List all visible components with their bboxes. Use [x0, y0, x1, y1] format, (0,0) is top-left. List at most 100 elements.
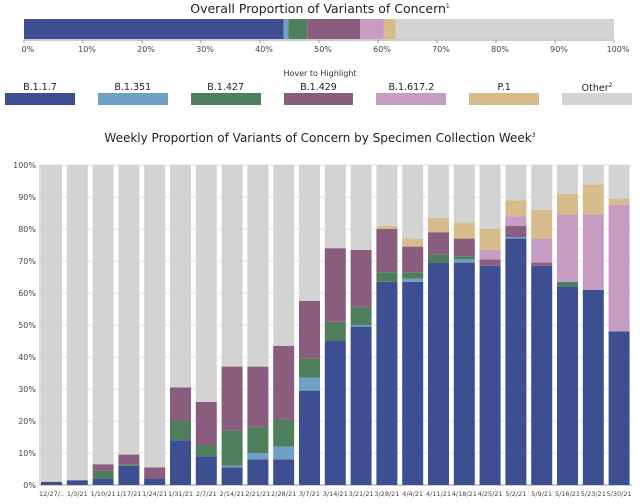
bar-segment-p-1[interactable] [479, 229, 501, 250]
week-bar[interactable] [505, 165, 527, 485]
bar-segment-b-1-429[interactable] [324, 248, 346, 322]
bar-segment-other[interactable] [479, 165, 501, 229]
bar-segment-other[interactable] [247, 165, 269, 367]
bar-segment-b-1-427[interactable] [299, 358, 320, 378]
bar-segment-b-1-429[interactable] [144, 467, 166, 479]
bar-segment-b-1-427[interactable] [92, 470, 114, 479]
legend-item-b-1-617-2[interactable]: B.1.617.2 [376, 82, 447, 106]
bar-segment-b-1-1-7[interactable] [557, 286, 578, 485]
bar-segment-b-1-429[interactable] [479, 259, 501, 266]
week-bar[interactable] [608, 165, 630, 485]
bar-segment-other[interactable] [170, 165, 191, 388]
bar-segment-other[interactable] [402, 165, 424, 239]
bar-segment-b-1-429[interactable] [118, 454, 140, 465]
bar-segment-b-1-427[interactable] [324, 321, 346, 341]
week-bar[interactable] [428, 165, 449, 485]
week-bar[interactable] [324, 165, 346, 485]
bar-segment-b-1-1-7[interactable] [531, 265, 553, 485]
bar-segment-b-1-429[interactable] [92, 464, 114, 471]
bar-segment-b-1-1-7[interactable] [582, 289, 604, 485]
bar-segment-p-1[interactable] [505, 200, 527, 217]
week-bar[interactable] [350, 165, 372, 485]
bar-segment-other[interactable] [221, 165, 243, 367]
bar-segment-other[interactable] [608, 165, 630, 199]
bar-segment-p-1[interactable] [453, 222, 475, 239]
bar-segment-other[interactable] [505, 165, 527, 201]
week-bar[interactable] [170, 165, 191, 485]
legend-item-b-1-427[interactable]: B.1.427 [190, 82, 261, 106]
legend-item-p-1[interactable]: P.1 [469, 82, 540, 106]
bar-segment-b-1-351[interactable] [299, 377, 320, 391]
bar-segment-b-1-429[interactable] [273, 345, 295, 420]
bar-segment-b-1-617-2[interactable] [557, 214, 578, 282]
overall-segment-b-1-1-7[interactable] [24, 19, 284, 39]
bar-segment-b-1-1-7[interactable] [505, 238, 527, 485]
bar-segment-other[interactable] [582, 165, 604, 185]
bar-segment-b-1-429[interactable] [505, 225, 527, 237]
bar-segment-b-1-617-2[interactable] [531, 238, 553, 263]
bar-segment-b-1-351[interactable] [247, 453, 269, 460]
bar-segment-b-1-429[interactable] [247, 366, 269, 428]
overall-segment-other[interactable] [395, 19, 614, 39]
bar-segment-b-1-429[interactable] [402, 246, 424, 273]
bar-segment-b-1-617-2[interactable] [505, 216, 527, 226]
bar-segment-b-1-427[interactable] [350, 307, 372, 325]
bar-segment-b-1-427[interactable] [453, 256, 475, 260]
bar-segment-b-1-1-7[interactable] [170, 440, 191, 485]
bar-segment-b-1-1-7[interactable] [608, 331, 630, 485]
week-bar[interactable] [118, 165, 140, 485]
bar-segment-b-1-429[interactable] [299, 301, 320, 359]
legend-item-b-1-429[interactable]: B.1.429 [283, 82, 354, 106]
bar-segment-b-1-1-7[interactable] [195, 456, 217, 485]
overall-segment-b-1-617-2[interactable] [360, 19, 384, 39]
bar-segment-b-1-1-7[interactable] [479, 265, 501, 485]
week-bar[interactable] [479, 165, 501, 485]
week-bar[interactable] [299, 165, 320, 485]
bar-segment-other[interactable] [92, 165, 114, 465]
bar-segment-b-1-351[interactable] [402, 278, 424, 282]
bar-segment-other[interactable] [557, 165, 578, 194]
overall-segment-p-1[interactable] [383, 19, 396, 39]
bar-segment-b-1-427[interactable] [428, 254, 449, 263]
week-bar[interactable] [195, 165, 217, 485]
bar-segment-b-1-1-7[interactable] [92, 478, 114, 485]
bar-segment-other[interactable] [66, 165, 88, 481]
bar-segment-b-1-1-7[interactable] [118, 465, 140, 485]
bar-segment-p-1[interactable] [531, 209, 553, 239]
bar-segment-b-1-429[interactable] [376, 229, 398, 273]
bar-segment-other[interactable] [273, 165, 295, 346]
bar-segment-b-1-351[interactable] [453, 259, 475, 263]
bar-segment-p-1[interactable] [428, 217, 449, 233]
bar-segment-b-1-427[interactable] [376, 272, 398, 282]
week-bar[interactable] [92, 165, 114, 485]
week-bar[interactable] [144, 165, 166, 485]
week-bar[interactable] [247, 165, 269, 485]
bar-segment-b-1-1-7[interactable] [402, 281, 424, 485]
bar-segment-b-1-617-2[interactable] [479, 249, 501, 260]
bar-segment-b-1-1-7[interactable] [247, 459, 269, 485]
bar-segment-b-1-429[interactable] [221, 366, 243, 431]
bar-segment-b-1-1-7[interactable] [221, 467, 243, 485]
legend-item-other[interactable]: Other2 [562, 82, 632, 106]
week-bar[interactable] [66, 165, 88, 485]
bar-segment-b-1-427[interactable] [557, 281, 578, 287]
bar-segment-other[interactable] [299, 165, 320, 301]
bar-segment-other[interactable] [453, 165, 475, 223]
bar-segment-b-1-1-7[interactable] [66, 480, 88, 485]
bar-segment-b-1-427[interactable] [402, 272, 424, 279]
bar-segment-b-1-429[interactable] [195, 401, 217, 445]
bar-segment-other[interactable] [531, 165, 553, 210]
week-bar[interactable] [402, 165, 424, 485]
bar-segment-b-1-351[interactable] [350, 325, 372, 327]
bar-segment-p-1[interactable] [376, 225, 398, 229]
bar-segment-b-1-427[interactable] [247, 427, 269, 453]
bar-segment-b-1-429[interactable] [170, 387, 191, 421]
bar-segment-b-1-1-7[interactable] [428, 262, 449, 485]
bar-segment-b-1-1-7[interactable] [453, 262, 475, 485]
week-bar[interactable] [557, 165, 578, 485]
bar-segment-b-1-1-7[interactable] [273, 459, 295, 485]
bar-segment-other[interactable] [41, 165, 62, 482]
bar-segment-other[interactable] [376, 165, 398, 226]
bar-segment-b-1-427[interactable] [273, 419, 295, 447]
bar-segment-b-1-427[interactable] [170, 421, 191, 441]
